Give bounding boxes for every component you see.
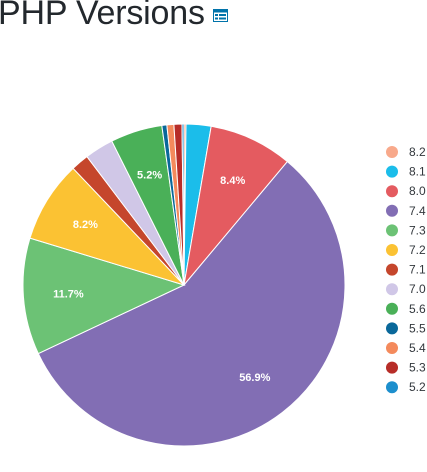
page-title-row: PHP Versions: [0, 0, 228, 33]
legend-item-7-0[interactable]: 7.0: [386, 282, 426, 296]
pie-slice-labels: 8.4% 56.9% 11.7% 8.2% 5.2%: [53, 169, 271, 383]
legend-item-8-0[interactable]: 8.0: [386, 184, 426, 198]
slice-label-7-3: 11.7%: [53, 288, 84, 300]
slice-label-7-4: 56.9%: [239, 372, 270, 384]
legend-label: 5.4: [409, 341, 426, 355]
legend-swatch: [386, 283, 398, 296]
slice-label-5-6: 5.2%: [137, 169, 162, 181]
legend-swatch: [386, 302, 398, 315]
slice-label-7-2: 8.2%: [73, 219, 98, 231]
legend-swatch: [386, 165, 398, 178]
legend-swatch: [386, 146, 398, 158]
legend-label: 7.1: [409, 263, 426, 277]
legend-swatch: [386, 185, 398, 198]
legend-swatch: [386, 381, 398, 394]
pie-slices: [22, 123, 346, 447]
legend-item-7-1[interactable]: 7.1: [386, 263, 426, 277]
legend-label: 7.2: [409, 243, 426, 257]
page-title: PHP Versions: [0, 0, 205, 32]
legend-label: 7.0: [409, 282, 426, 296]
pie-slice-7-3[interactable]: [22, 237, 186, 355]
legend-item-8-1[interactable]: 8.1: [386, 165, 426, 179]
legend-item-5-3[interactable]: 5.3: [386, 361, 426, 375]
pie-slice-8-0[interactable]: [183, 125, 289, 287]
legend-label: 5.3: [409, 361, 426, 375]
slice-label-8-0: 8.4%: [220, 175, 245, 187]
legend-item-5-2[interactable]: 5.2: [386, 380, 426, 394]
legend-item-7-2[interactable]: 7.2: [386, 243, 426, 257]
legend-label: 5.6: [409, 302, 426, 316]
legend-label: 8.2: [409, 145, 426, 159]
legend-swatch: [386, 322, 398, 335]
legend-swatch: [386, 244, 398, 256]
legend-swatch: [386, 342, 398, 354]
legend-label: 5.2: [409, 380, 426, 394]
legend-swatch: [386, 204, 398, 217]
legend-item-5-6[interactable]: 5.6: [386, 302, 426, 316]
legend-swatch: [386, 263, 398, 276]
pie-slice-5-2[interactable]: [181, 123, 185, 286]
legend-item-8-2[interactable]: 8.2: [386, 145, 426, 159]
pie-slice-7-4[interactable]: [37, 160, 346, 447]
table-icon[interactable]: [212, 9, 228, 22]
legend-label: 7.3: [409, 223, 426, 237]
legend-item-7-3[interactable]: 7.3: [386, 223, 426, 237]
legend-label: 7.4: [409, 204, 426, 218]
legend-swatch: [386, 224, 398, 237]
legend-item-5-5[interactable]: 5.5: [386, 321, 426, 335]
legend-label: 5.5: [409, 321, 426, 335]
legend-item-5-4[interactable]: 5.4: [386, 341, 426, 355]
legend-label: 8.1: [409, 165, 426, 179]
legend-label: 8.0: [409, 184, 426, 198]
legend: 8.2 8.1 8.0 7.4 7.3 7.2 7.1 7.0 5.6 5.5 5.4 5.3 5.2: [386, 145, 426, 394]
legend-swatch: [386, 361, 398, 374]
legend-item-7-4[interactable]: 7.4: [386, 204, 426, 218]
